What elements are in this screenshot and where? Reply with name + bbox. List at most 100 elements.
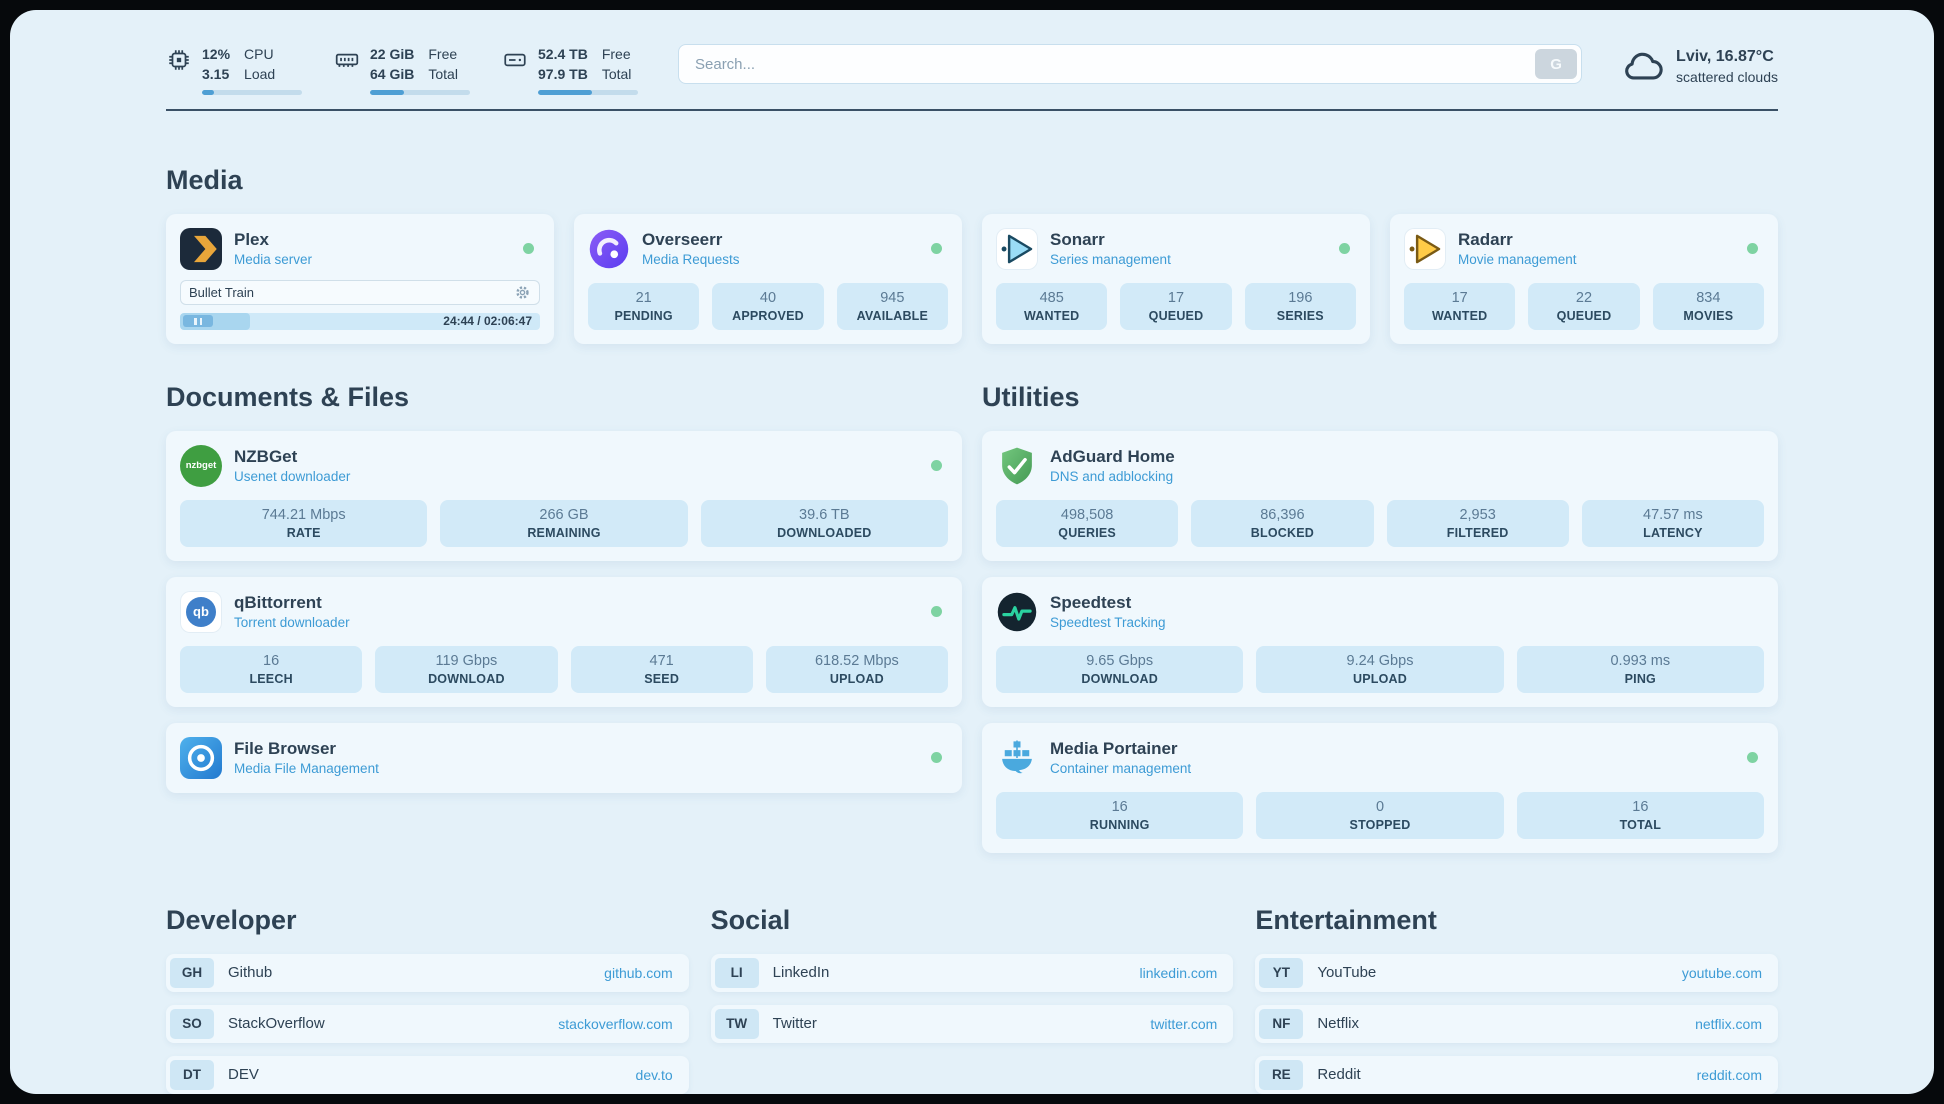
bookmark-url: reddit.com bbox=[1696, 1066, 1762, 1083]
card-plex[interactable]: Plex Media server Bullet Train bbox=[166, 213, 554, 344]
app-title: Sonarr bbox=[1050, 229, 1105, 249]
bookmark-url: github.com bbox=[604, 964, 673, 981]
stat-tile: 196 SERIES bbox=[1244, 282, 1356, 330]
stat-tile: 39.6 TB DOWNLOADED bbox=[700, 499, 948, 547]
stat-tile: 834 MOVIES bbox=[1652, 282, 1764, 330]
topbar-divider bbox=[166, 108, 1778, 111]
stat-tile: 17 WANTED bbox=[1404, 282, 1516, 330]
bookmark-abbr: NF bbox=[1259, 1008, 1304, 1039]
bookmark-url: youtube.com bbox=[1681, 964, 1762, 981]
card-radarr[interactable]: Radarr Movie management 17 WANTED 22 QUE… bbox=[1390, 213, 1778, 344]
stat-tile: 16 TOTAL bbox=[1516, 791, 1764, 839]
card-speedtest[interactable]: Speedtest Speedtest Tracking 9.65 Gbps D… bbox=[982, 576, 1778, 707]
system-metrics: 12% 3.15 CPU Load bbox=[166, 44, 638, 95]
bookmark-name: Netflix bbox=[1317, 1015, 1360, 1033]
now-playing-title: Bullet Train bbox=[189, 284, 255, 300]
portainer-icon bbox=[996, 737, 1038, 779]
app-title: NZBGet bbox=[234, 446, 298, 466]
cpu-metric: 12% 3.15 CPU Load bbox=[166, 44, 302, 95]
playback-progress-bar[interactable]: 24:44 / 02:06:47 bbox=[180, 312, 540, 330]
stat-tile: 17 QUEUED bbox=[1120, 282, 1232, 330]
card-portainer[interactable]: Media Portainer Container management 16 … bbox=[982, 722, 1778, 853]
weather-condition: scattered clouds bbox=[1676, 68, 1778, 85]
bookmark-url: twitter.com bbox=[1150, 1015, 1218, 1032]
cpu-label: CPU bbox=[244, 46, 274, 62]
bookmark-url: linkedin.com bbox=[1139, 964, 1218, 981]
card-adguard[interactable]: AdGuard Home DNS and adblocking 498,508 … bbox=[982, 430, 1778, 561]
app-title: Media Portainer bbox=[1050, 738, 1178, 758]
card-filebrowser[interactable]: File Browser Media File Management bbox=[166, 722, 962, 793]
app-subtitle: Speedtest Tracking bbox=[1050, 614, 1166, 630]
bookmark-name: Twitter bbox=[772, 1015, 817, 1033]
weather-widget: Lviv, 16.87°C scattered clouds bbox=[1622, 44, 1778, 88]
bookmark-name: YouTube bbox=[1317, 964, 1377, 982]
stat-tile: 498,508 QUERIES bbox=[996, 499, 1179, 547]
bookmark-netflix[interactable]: NF Netflix netflix.com bbox=[1255, 1004, 1778, 1043]
bookmark-github[interactable]: GH Github github.com bbox=[166, 953, 689, 992]
column-social: Social LI LinkedIn linkedin.com TW Twitt… bbox=[710, 905, 1234, 1056]
ram-free-value: 22 GiB bbox=[370, 46, 415, 62]
disk-total-value: 97.9 TB bbox=[538, 66, 588, 83]
status-dot bbox=[931, 460, 942, 472]
dashboard-content: 12% 3.15 CPU Load bbox=[166, 10, 1778, 1094]
stat-tile: 119 Gbps DOWNLOAD bbox=[375, 645, 558, 693]
bookmark-linkedin[interactable]: LI LinkedIn linkedin.com bbox=[710, 953, 1234, 992]
bookmark-abbr: YT bbox=[1259, 957, 1304, 988]
bookmark-dev[interactable]: DT DEV dev.to bbox=[166, 1055, 689, 1094]
bookmark-name: DEV bbox=[228, 1066, 259, 1084]
stat-tile: 9.65 Gbps DOWNLOAD bbox=[996, 645, 1244, 693]
stat-tile: 744.21 Mbps RATE bbox=[180, 499, 428, 547]
section-title-utilities: Utilities bbox=[982, 381, 1080, 412]
status-dot bbox=[1747, 752, 1758, 764]
bookmark-name: Github bbox=[228, 964, 273, 982]
bookmark-abbr: GH bbox=[170, 957, 214, 988]
app-subtitle: Usenet downloader bbox=[234, 468, 351, 484]
playback-time: 24:44 / 02:06:47 bbox=[443, 313, 532, 328]
cpu-load-value: 3.15 bbox=[202, 66, 230, 83]
search-input[interactable] bbox=[678, 44, 1583, 84]
cpu-percent: 12% bbox=[202, 46, 231, 62]
adguard-icon bbox=[996, 445, 1038, 487]
app-subtitle: Media File Management bbox=[234, 760, 379, 776]
stat-tile: 16 RUNNING bbox=[996, 791, 1244, 839]
stat-tile: 21 PENDING bbox=[588, 282, 700, 330]
search-engine-button[interactable]: G bbox=[1535, 49, 1578, 79]
bookmark-twitter[interactable]: TW Twitter twitter.com bbox=[710, 1004, 1234, 1043]
disk-progress-bar bbox=[538, 89, 638, 95]
card-qbittorrent[interactable]: qb qBittorrent Torrent downloader 16 bbox=[166, 576, 962, 707]
ram-total-value: 64 GiB bbox=[370, 66, 415, 83]
stat-tile: 485 WANTED bbox=[996, 282, 1108, 330]
gear-icon[interactable] bbox=[514, 284, 531, 301]
section-title-media: Media bbox=[166, 164, 243, 195]
stat-tile: 9.24 Gbps UPLOAD bbox=[1256, 645, 1504, 693]
column-developer: Developer GH Github github.com SO StackO… bbox=[166, 905, 689, 1094]
bookmark-stackoverflow[interactable]: SO StackOverflow stackoverflow.com bbox=[166, 1004, 689, 1043]
stat-tile: 945 AVAILABLE bbox=[836, 282, 948, 330]
card-overseerr[interactable]: Overseerr Media Requests 21 PENDING 40 A… bbox=[574, 213, 962, 344]
bookmark-abbr: DT bbox=[170, 1059, 214, 1090]
ram-free-label: Free bbox=[428, 46, 458, 62]
qbittorrent-icon: qb bbox=[180, 590, 222, 633]
card-nzbget[interactable]: nzbget NZBGet Usenet downloader 744.21 M… bbox=[166, 430, 962, 561]
bookmark-abbr: SO bbox=[170, 1008, 214, 1039]
stat-tile: 40 APPROVED bbox=[712, 282, 824, 330]
bookmark-name: StackOverflow bbox=[228, 1015, 325, 1033]
column-utilities: Utilities bbox=[982, 382, 1778, 853]
card-sonarr[interactable]: Sonarr Series management 485 WANTED 17 Q… bbox=[982, 213, 1370, 344]
bookmark-abbr: LI bbox=[714, 957, 759, 988]
app-title: File Browser bbox=[234, 738, 337, 758]
stat-tile: 22 QUEUED bbox=[1528, 282, 1640, 330]
disk-free-value: 52.4 TB bbox=[538, 46, 588, 62]
radarr-icon bbox=[1404, 227, 1446, 270]
bookmark-reddit[interactable]: RE Reddit reddit.com bbox=[1255, 1055, 1778, 1094]
app-subtitle: Series management bbox=[1050, 251, 1171, 267]
cloud-icon bbox=[1622, 44, 1666, 88]
bookmark-abbr: TW bbox=[714, 1008, 759, 1039]
pause-icon[interactable] bbox=[183, 315, 213, 328]
stat-tile: 0.993 ms PING bbox=[1516, 645, 1764, 693]
column-entertainment: Entertainment YT YouTube youtube.com NF … bbox=[1255, 905, 1778, 1094]
section-title-entertainment: Entertainment bbox=[1255, 904, 1437, 935]
disk-progress-fill bbox=[538, 89, 592, 95]
nzbget-icon: nzbget bbox=[180, 444, 222, 487]
bookmark-youtube[interactable]: YT YouTube youtube.com bbox=[1255, 953, 1778, 992]
